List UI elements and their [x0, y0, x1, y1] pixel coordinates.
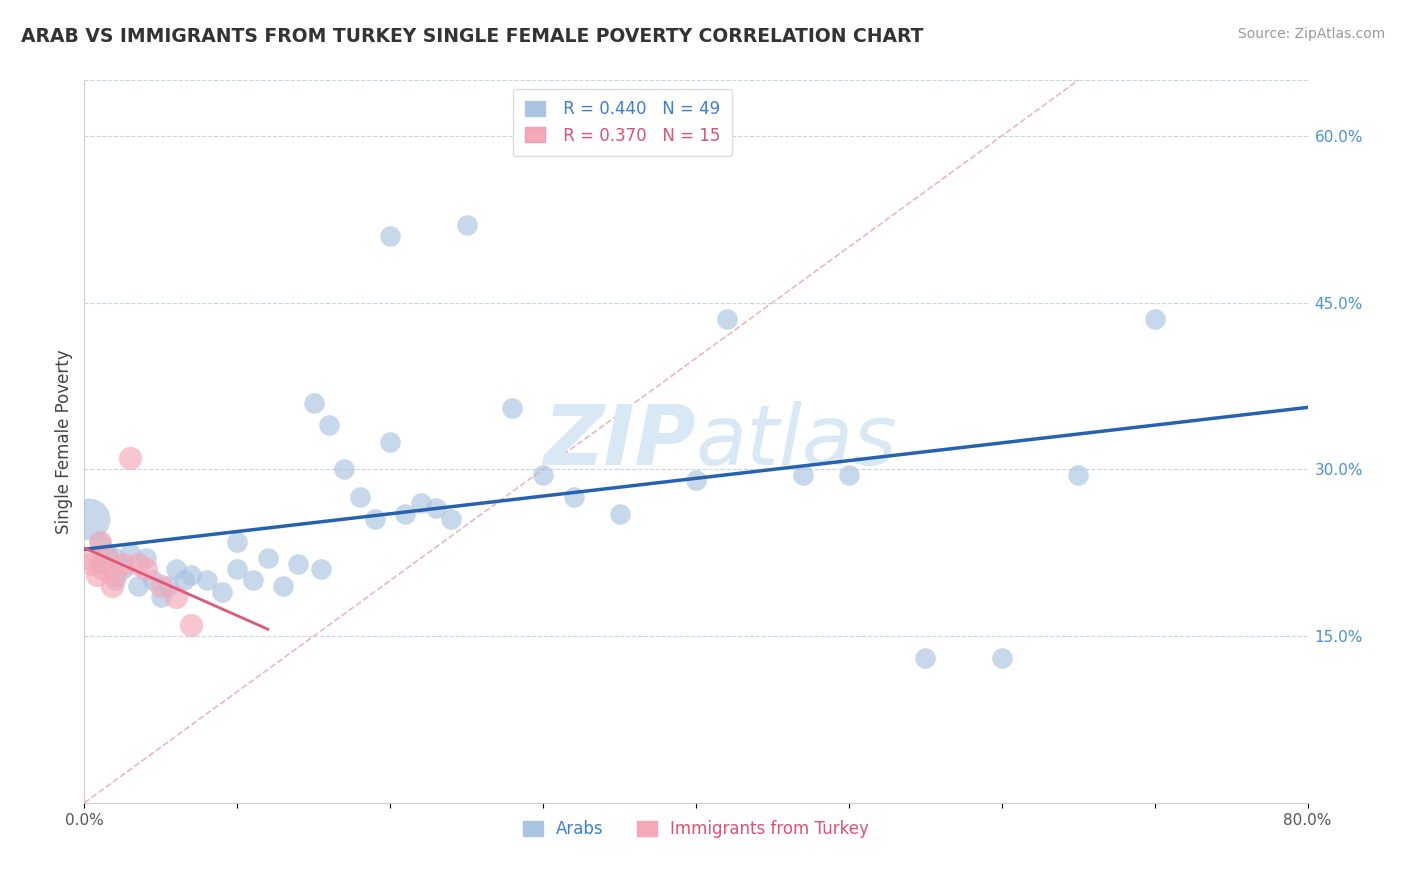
Point	[226, 534, 249, 549]
Point	[104, 551, 127, 566]
Point	[562, 490, 585, 504]
Legend: Arabs, Immigrants from Turkey: Arabs, Immigrants from Turkey	[516, 814, 876, 845]
Point	[89, 534, 111, 549]
Point	[609, 507, 631, 521]
Text: ZIP: ZIP	[543, 401, 696, 482]
Point	[149, 579, 172, 593]
Point	[914, 651, 936, 665]
Point	[425, 501, 447, 516]
Point	[333, 462, 356, 476]
Point	[531, 467, 554, 482]
Point	[242, 574, 264, 588]
Point	[456, 218, 478, 232]
Point	[104, 568, 127, 582]
Point	[991, 651, 1014, 665]
Point	[195, 574, 218, 588]
Point	[173, 574, 195, 588]
Point	[104, 574, 127, 588]
Point	[80, 557, 103, 571]
Point	[127, 579, 149, 593]
Point	[77, 512, 100, 526]
Point	[91, 562, 114, 576]
Point	[120, 546, 142, 560]
Point	[226, 562, 249, 576]
Point	[380, 228, 402, 243]
Point	[257, 551, 280, 566]
Point	[135, 562, 157, 576]
Point	[211, 584, 233, 599]
Point	[96, 551, 118, 566]
Point	[101, 579, 124, 593]
Point	[792, 467, 814, 482]
Point	[318, 417, 340, 432]
Point	[271, 579, 294, 593]
Point	[180, 568, 202, 582]
Text: ARAB VS IMMIGRANTS FROM TURKEY SINGLE FEMALE POVERTY CORRELATION CHART: ARAB VS IMMIGRANTS FROM TURKEY SINGLE FE…	[21, 27, 924, 45]
Point	[394, 507, 416, 521]
Point	[111, 557, 134, 571]
Point	[180, 618, 202, 632]
Point	[302, 395, 325, 409]
Point	[165, 562, 187, 576]
Point	[157, 579, 180, 593]
Point	[311, 562, 333, 576]
Point	[142, 574, 165, 588]
Point	[165, 590, 187, 604]
Point	[1067, 467, 1090, 482]
Point	[77, 551, 100, 566]
Point	[287, 557, 309, 571]
Point	[349, 490, 371, 504]
Text: Source: ZipAtlas.com: Source: ZipAtlas.com	[1237, 27, 1385, 41]
Text: atlas: atlas	[696, 401, 897, 482]
Point	[149, 590, 172, 604]
Point	[409, 496, 432, 510]
Point	[838, 467, 860, 482]
Y-axis label: Single Female Poverty: Single Female Poverty	[55, 350, 73, 533]
Point	[1143, 312, 1166, 326]
Point	[86, 568, 108, 582]
Point	[440, 512, 463, 526]
Point	[716, 312, 738, 326]
Point	[364, 512, 387, 526]
Point	[135, 551, 157, 566]
Point	[127, 557, 149, 571]
Point	[120, 451, 142, 466]
Point	[685, 474, 707, 488]
Point	[96, 546, 118, 560]
Point	[89, 534, 111, 549]
Point	[111, 562, 134, 576]
Point	[89, 557, 111, 571]
Point	[380, 434, 402, 449]
Point	[502, 401, 524, 416]
